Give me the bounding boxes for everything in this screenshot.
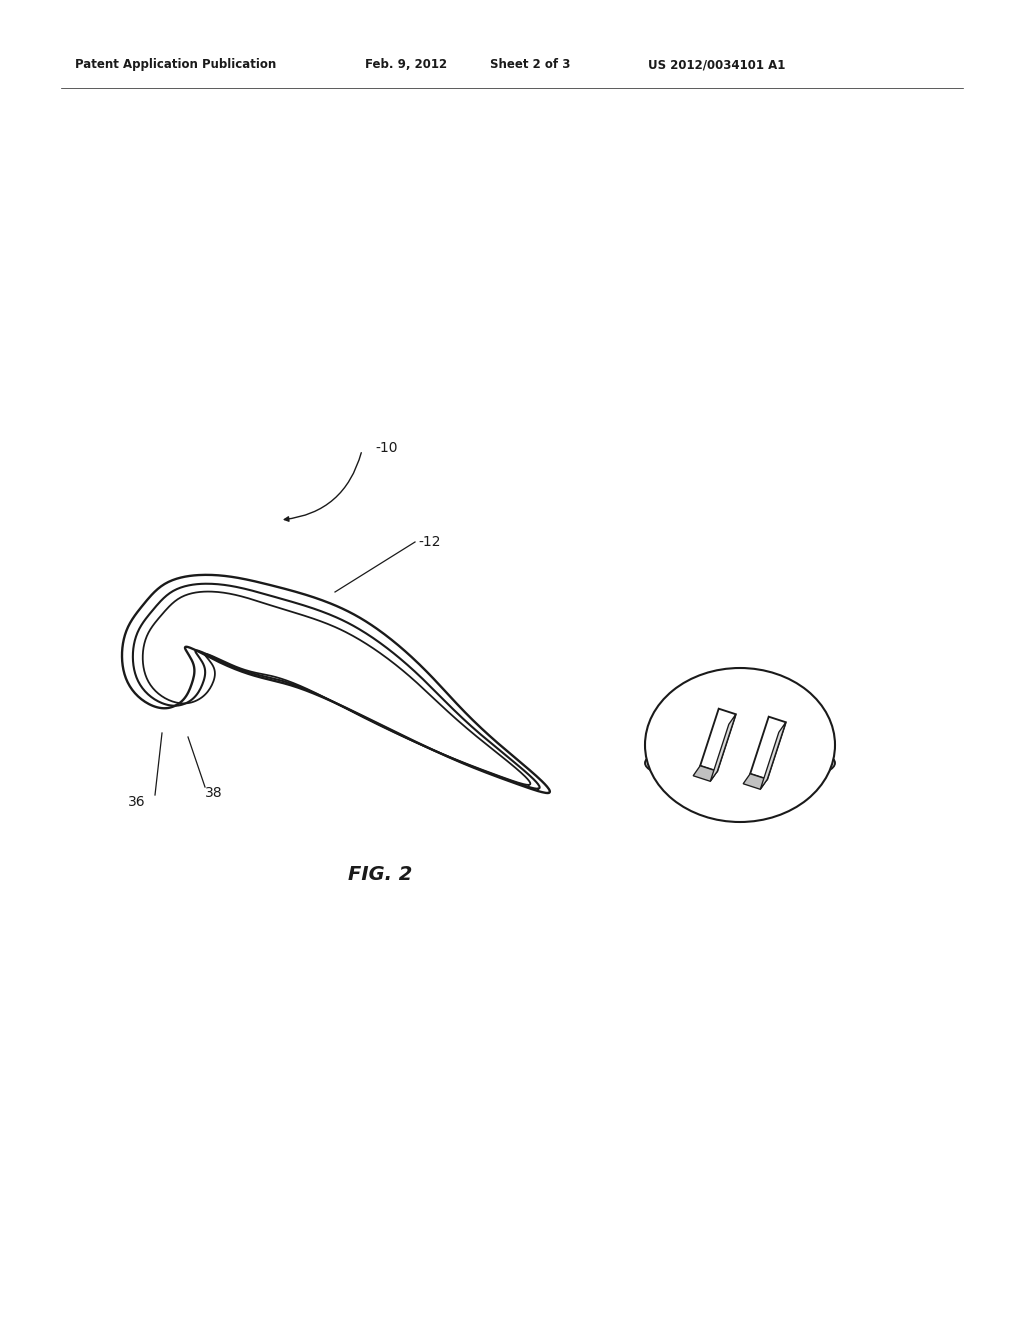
Polygon shape xyxy=(711,714,736,781)
Text: 36: 36 xyxy=(128,795,145,809)
Text: Sheet 2 of 3: Sheet 2 of 3 xyxy=(490,58,570,71)
Text: US 2012/0034101 A1: US 2012/0034101 A1 xyxy=(648,58,785,71)
Polygon shape xyxy=(760,722,785,789)
Text: Feb. 9, 2012: Feb. 9, 2012 xyxy=(365,58,447,71)
Polygon shape xyxy=(743,774,767,789)
Text: FIG. 2: FIG. 2 xyxy=(348,866,413,884)
Text: 38: 38 xyxy=(205,785,222,800)
Ellipse shape xyxy=(645,668,835,822)
Ellipse shape xyxy=(645,742,835,784)
Polygon shape xyxy=(693,766,717,781)
Polygon shape xyxy=(751,717,785,779)
Text: -12: -12 xyxy=(418,535,440,549)
Text: -10: -10 xyxy=(375,441,397,455)
Polygon shape xyxy=(700,709,736,771)
Text: Patent Application Publication: Patent Application Publication xyxy=(75,58,276,71)
